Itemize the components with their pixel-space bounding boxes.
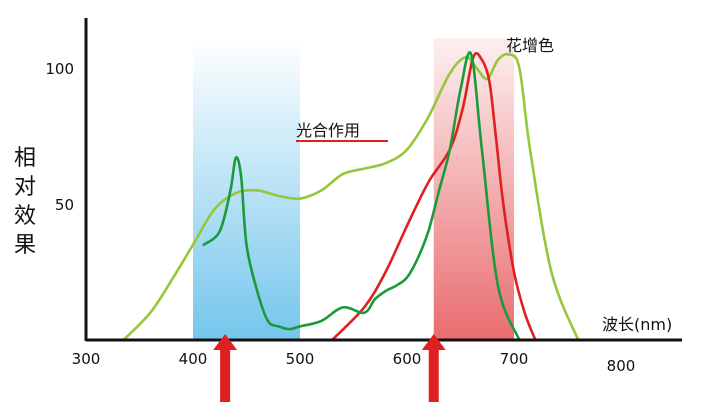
x-tick-label: 600 xyxy=(393,350,422,368)
ticks-layer: 300 400 500 600 700 800 50 100 xyxy=(45,60,635,375)
annotation-photosynthesis: 光合作用 xyxy=(296,121,360,140)
x-axis-label: 波长(nm) xyxy=(602,315,672,334)
y-axis-label-char: 效 xyxy=(14,204,36,229)
y-tick-label: 50 xyxy=(55,196,74,214)
annotation-flower-color: 花增色 xyxy=(506,36,554,55)
arrow-0 xyxy=(213,334,238,402)
series-layer xyxy=(122,51,580,342)
x-tick-label: 700 xyxy=(500,350,529,368)
arrow-1 xyxy=(421,334,446,402)
series-line-1 xyxy=(330,52,537,342)
series-line-0 xyxy=(122,52,580,342)
axes-layer xyxy=(84,18,682,342)
arrows-layer xyxy=(213,334,446,402)
y-tick-label: 100 xyxy=(45,60,74,78)
labels-layer: 波长(nm) 相对效果 花增色 光合作用 xyxy=(14,36,672,334)
x-tick-label: 300 xyxy=(72,350,101,368)
x-tick-label: 400 xyxy=(179,350,208,368)
x-tick-label: 500 xyxy=(286,350,315,368)
y-axis-label-char: 对 xyxy=(14,175,36,200)
x-tick-label: 800 xyxy=(607,357,636,375)
y-axis-label-char: 相 xyxy=(14,146,36,171)
wavelength-band-0 xyxy=(193,38,300,340)
y-axis-label: 相对效果 xyxy=(14,146,36,258)
series-line-2 xyxy=(202,51,521,342)
y-axis-label-char: 果 xyxy=(14,233,36,258)
